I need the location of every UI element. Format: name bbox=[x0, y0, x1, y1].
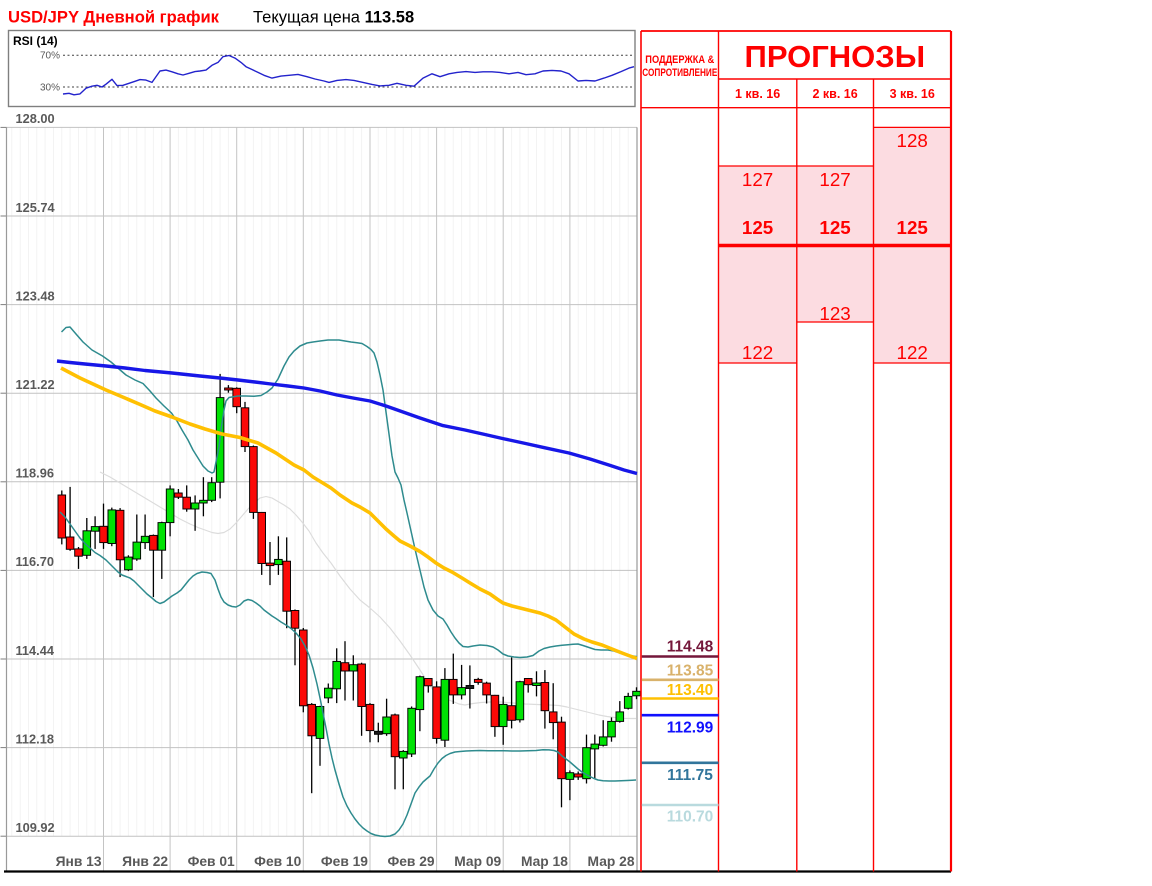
svg-text:113.40: 113.40 bbox=[667, 682, 714, 699]
svg-text:127: 127 bbox=[819, 169, 850, 190]
svg-text:1 кв. 16: 1 кв. 16 bbox=[735, 87, 780, 101]
svg-text:Мар 09: Мар 09 bbox=[454, 854, 501, 869]
svg-text:Фев 19: Фев 19 bbox=[321, 854, 368, 869]
svg-text:ПРОГНОЗЫ: ПРОГНОЗЫ bbox=[745, 39, 926, 74]
svg-text:Фев 10: Фев 10 bbox=[254, 854, 301, 869]
svg-text:Мар 28: Мар 28 bbox=[588, 854, 635, 869]
svg-text:3 кв. 16: 3 кв. 16 bbox=[890, 87, 935, 101]
svg-text:Мар 18: Мар 18 bbox=[521, 854, 568, 869]
svg-text:Фев 29: Фев 29 bbox=[387, 854, 434, 869]
svg-text:125: 125 bbox=[819, 217, 850, 238]
svg-text:30%: 30% bbox=[40, 83, 60, 94]
svg-text:114.44: 114.44 bbox=[16, 643, 55, 658]
svg-text:112.99: 112.99 bbox=[667, 720, 714, 737]
svg-text:122: 122 bbox=[897, 342, 928, 363]
svg-text:113.85: 113.85 bbox=[667, 663, 714, 680]
svg-text:СОПРОТИВЛЕНИЕ: СОПРОТИВЛЕНИЕ bbox=[642, 67, 717, 79]
svg-text:114.48: 114.48 bbox=[667, 639, 714, 656]
svg-text:Янв 13: Янв 13 bbox=[56, 854, 102, 869]
svg-text:2 кв. 16: 2 кв. 16 bbox=[812, 87, 857, 101]
svg-text:70%: 70% bbox=[40, 51, 60, 62]
svg-text:123: 123 bbox=[819, 303, 850, 324]
svg-text:USD/JPY Дневной график: USD/JPY Дневной график bbox=[8, 8, 219, 27]
svg-text:RSI (14): RSI (14) bbox=[13, 34, 58, 48]
svg-text:112.18: 112.18 bbox=[16, 731, 54, 746]
svg-text:110.70: 110.70 bbox=[667, 809, 714, 826]
svg-text:128.00: 128.00 bbox=[16, 111, 55, 126]
svg-text:Янв 22: Янв 22 bbox=[122, 854, 168, 869]
svg-text:ПОДДЕРЖКА &: ПОДДЕРЖКА & bbox=[645, 54, 714, 66]
svg-text:118.96: 118.96 bbox=[16, 466, 54, 481]
svg-text:125.74: 125.74 bbox=[16, 200, 56, 215]
svg-text:109.92: 109.92 bbox=[16, 820, 55, 835]
svg-text:125: 125 bbox=[742, 217, 773, 238]
svg-text:Текущая цена 113.58: Текущая цена 113.58 bbox=[253, 9, 414, 27]
svg-text:121.22: 121.22 bbox=[16, 377, 55, 392]
svg-text:128: 128 bbox=[897, 130, 928, 151]
svg-text:125: 125 bbox=[897, 217, 928, 238]
svg-text:127: 127 bbox=[742, 169, 773, 190]
svg-text:111.75: 111.75 bbox=[667, 767, 713, 784]
svg-text:Фев 01: Фев 01 bbox=[188, 854, 235, 869]
svg-text:122: 122 bbox=[742, 342, 773, 363]
svg-text:123.48: 123.48 bbox=[16, 288, 55, 303]
svg-text:116.70: 116.70 bbox=[16, 554, 54, 569]
